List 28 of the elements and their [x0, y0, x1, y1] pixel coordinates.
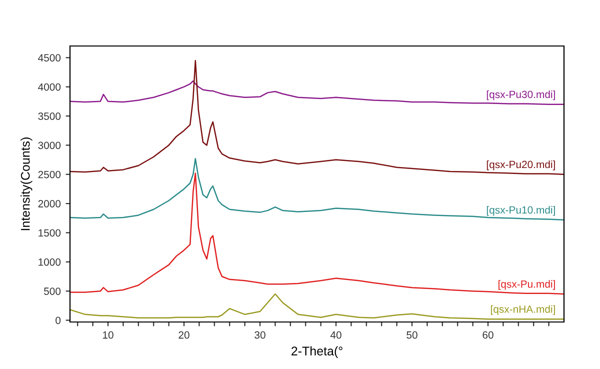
series-label: [qsx-nHA.mdi]: [491, 305, 555, 315]
x-tick-label: 40: [330, 331, 342, 339]
line-series: [70, 158, 564, 221]
y-tick-label: 0: [56, 316, 61, 324]
y-tick-label: 3000: [38, 142, 61, 150]
line-series: [70, 293, 564, 320]
x-tick-label: 20: [178, 331, 190, 339]
y-tick-label: 1000: [38, 258, 61, 266]
series-label: [qsx-Pu20.mdi]: [486, 160, 555, 170]
x-tick-label: 30: [254, 331, 266, 339]
line-series: [70, 60, 564, 175]
y-tick-label: 4000: [38, 83, 61, 91]
y-tick-label: 2000: [38, 200, 61, 208]
line-series: [70, 80, 564, 105]
x-tick-label: 10: [103, 331, 114, 339]
series-label: [qsx-Pu30.mdi]: [486, 90, 555, 100]
x-tick-label: 50: [406, 331, 418, 339]
line-series: [70, 172, 564, 295]
y-tick-label: 4500: [38, 54, 61, 62]
y-axis-title: Intensity(Counts): [20, 138, 32, 230]
y-tick-label: 1500: [38, 229, 61, 237]
y-tick-label: 2500: [38, 170, 61, 178]
y-tick-label: 3500: [38, 112, 61, 120]
series-label: [qsx-Pu10.mdi]: [486, 206, 555, 216]
x-axis-title: 2-Theta(°: [292, 346, 342, 358]
x-tick-label: 60: [482, 331, 494, 339]
series-label: [qsx-Pu.mdi]: [498, 280, 555, 290]
y-tick-label: 500: [44, 288, 61, 295]
